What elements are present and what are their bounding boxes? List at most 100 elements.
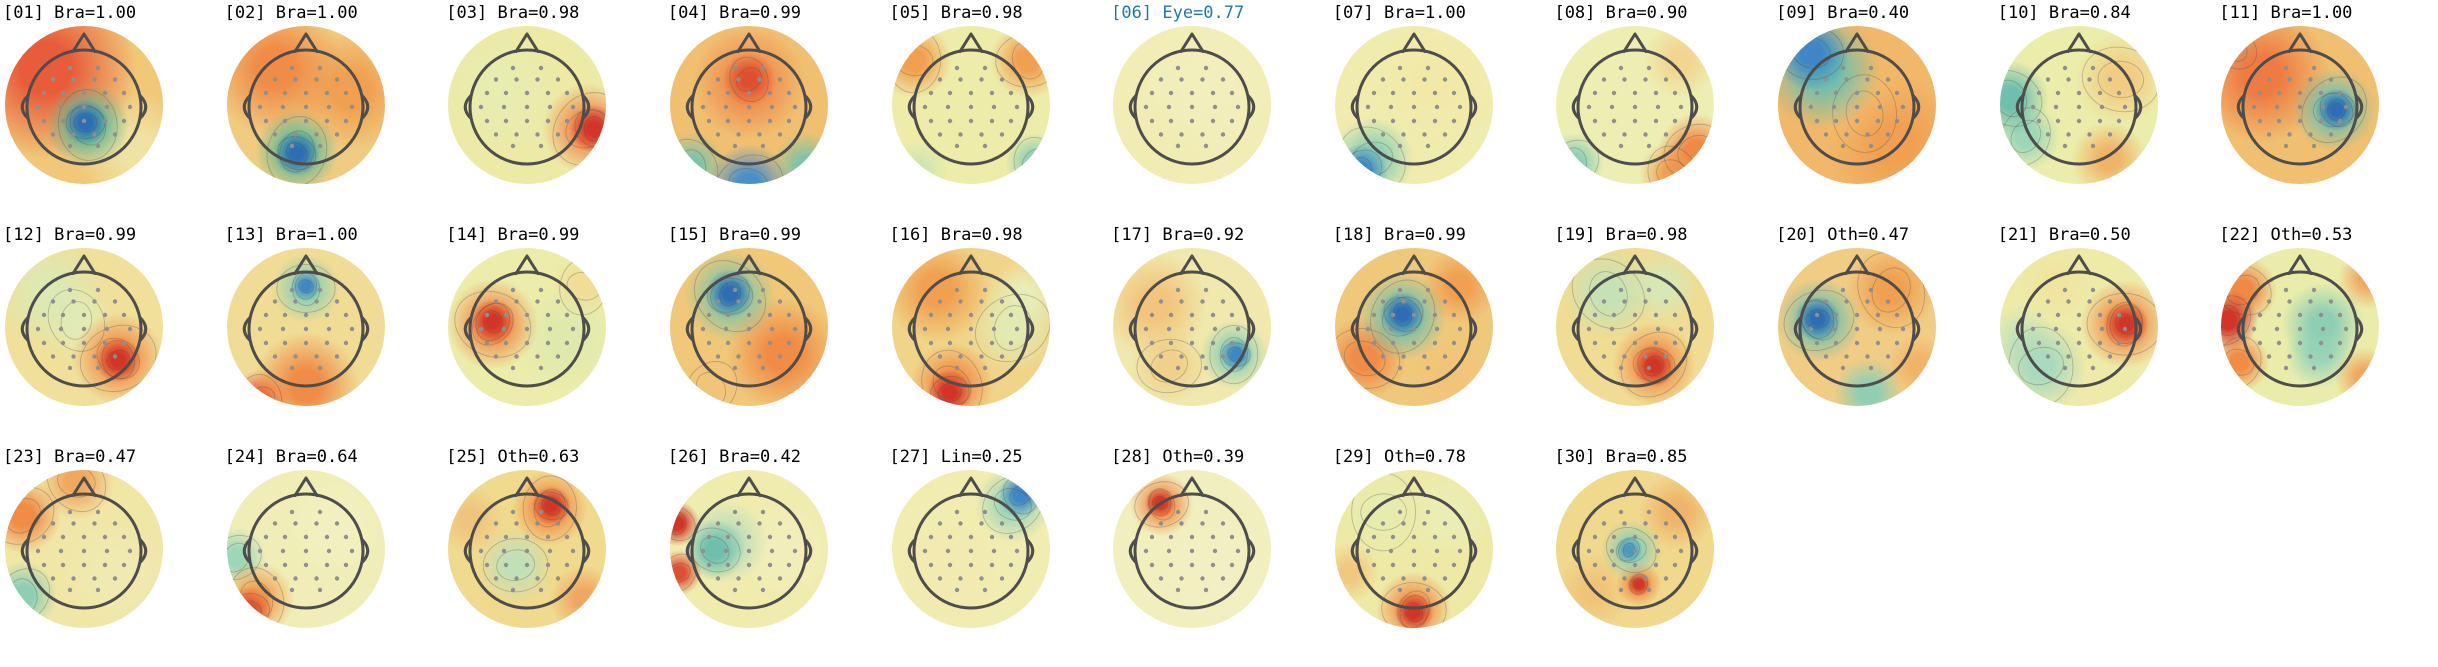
component-label: [14] Bra=0.99 — [446, 225, 580, 245]
topomap — [448, 26, 607, 184]
right-ear — [1025, 538, 1034, 564]
component-cell: [14] Bra=0.99 — [443, 222, 665, 444]
nose — [958, 254, 984, 275]
left-ear — [2015, 316, 2024, 342]
component-label: [12] Bra=0.99 — [3, 225, 137, 245]
topomap — [1778, 248, 1937, 406]
head-outline — [912, 48, 1030, 166]
topomap-overlay — [1556, 32, 1715, 184]
topomap-overlay — [1783, 252, 1926, 388]
topomap — [1113, 470, 1272, 628]
head-outline — [690, 270, 808, 388]
right-ear — [2133, 316, 2142, 342]
right-ear — [139, 316, 148, 342]
topomap — [1778, 26, 1937, 184]
electrode-dots — [922, 65, 1019, 149]
topomap — [2221, 26, 2380, 184]
topomap-overlay — [684, 254, 813, 406]
component-cell: [10] Bra=0.84 — [1995, 0, 2217, 222]
contour-lines — [669, 56, 784, 184]
component-cell: [05] Bra=0.98 — [887, 0, 1109, 222]
contour-lines — [1136, 325, 1259, 394]
component-label: [16] Bra=0.98 — [889, 225, 1023, 245]
component-cell: [30] Bra=0.85 — [1551, 444, 1773, 666]
topomap-overlay — [1999, 32, 2158, 166]
component-cell: [17] Bra=0.92 — [1108, 222, 1330, 444]
topomap — [1113, 248, 1272, 406]
head-outline — [1576, 48, 1694, 166]
electrode-dots — [257, 509, 354, 593]
topomap — [1556, 26, 1715, 184]
left-ear — [20, 538, 29, 564]
left-ear — [2015, 94, 2024, 120]
contour-lines — [1783, 252, 1926, 351]
topomap — [1556, 470, 1715, 628]
head-outline — [690, 48, 808, 166]
component-label: [22] Oth=0.53 — [2219, 225, 2353, 245]
topomap — [1999, 248, 2158, 406]
contour-lines — [1134, 481, 1189, 528]
topomap — [1113, 26, 1272, 184]
electrode-dots — [1143, 509, 1241, 593]
topomap — [669, 26, 828, 184]
component-cell: [13] Bra=1.00 — [222, 222, 444, 444]
component-cell: [15] Bra=0.99 — [665, 222, 887, 444]
head-outline — [1355, 270, 1473, 388]
contour-lines — [483, 475, 578, 593]
topomap-overlay — [464, 475, 591, 610]
right-ear — [2355, 94, 2364, 120]
component-label: [17] Bra=0.92 — [1111, 225, 1245, 245]
electrode-dots — [1587, 287, 1684, 371]
topomap-overlay — [20, 254, 157, 392]
component-label: [08] Bra=0.90 — [1554, 3, 1688, 23]
component-label: [11] Bra=1.00 — [2219, 3, 2353, 23]
electrode-dots — [479, 65, 576, 149]
head-outline — [1133, 492, 1251, 610]
electrode-dots — [1587, 509, 1684, 593]
component-label: [05] Bra=0.98 — [889, 3, 1023, 23]
left-ear — [464, 94, 473, 120]
left-ear — [242, 316, 251, 342]
topomap-overlay — [1778, 26, 1921, 166]
topomap-overlay — [1334, 254, 1478, 389]
head-outline — [1798, 48, 1916, 166]
right-ear — [360, 538, 369, 564]
component-label: [29] Oth=0.78 — [1332, 447, 1466, 467]
nose — [1179, 32, 1205, 53]
topomap-overlay — [1350, 472, 1478, 628]
contour-lines — [2008, 292, 2158, 406]
head-outline — [2241, 270, 2359, 388]
topomap — [891, 248, 1050, 406]
left-ear — [1128, 94, 1138, 120]
component-cell: [16] Bra=0.98 — [887, 222, 1109, 444]
right-ear — [1025, 316, 1034, 342]
head-outline — [1576, 492, 1694, 610]
component-cell: [07] Bra=1.00 — [1330, 0, 1552, 222]
electrode-dots — [700, 509, 798, 593]
nose — [293, 476, 319, 497]
nose — [71, 476, 97, 497]
left-ear — [20, 316, 29, 342]
head-outline — [247, 270, 365, 388]
topomap — [2221, 248, 2380, 406]
nose — [1401, 254, 1427, 275]
topomap-overlay — [464, 32, 607, 166]
contour-lines — [2221, 264, 2272, 389]
right-ear — [1468, 316, 1478, 342]
right-ear — [582, 94, 591, 120]
component-label: [10] Bra=0.84 — [1997, 3, 2131, 23]
contour-lines — [226, 534, 284, 628]
head-outline — [468, 492, 586, 610]
head-outline — [1133, 270, 1251, 388]
right-ear — [1912, 94, 1921, 120]
contour-lines — [669, 505, 741, 592]
electrode-dots — [2252, 65, 2349, 149]
component-cell: [08] Bra=0.90 — [1551, 0, 1773, 222]
nose — [1622, 476, 1648, 497]
head-outline — [912, 270, 1030, 388]
electrode-dots — [1808, 287, 1906, 371]
right-ear — [803, 316, 813, 342]
right-ear — [1468, 94, 1478, 120]
nose — [71, 32, 97, 53]
